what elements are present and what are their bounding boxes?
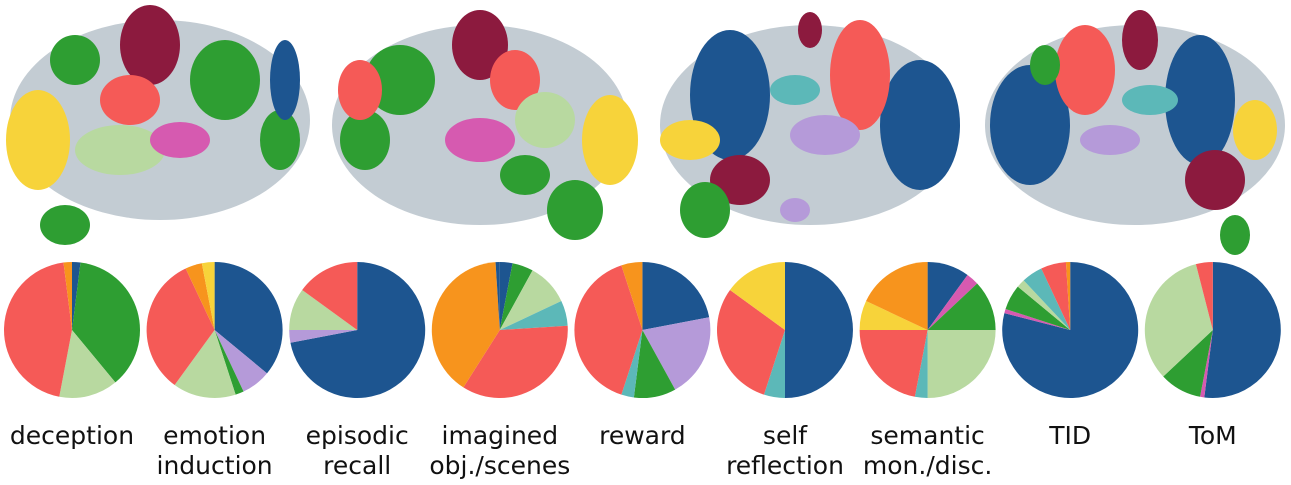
pie: [859, 262, 996, 398]
pie-slice: [716, 290, 785, 395]
pie-slice: [1004, 308, 1071, 330]
pie-label: self: [763, 421, 808, 450]
pie-label: induction: [157, 451, 273, 480]
pie: [431, 262, 568, 399]
pie-slice: [499, 263, 533, 330]
brain-lateral-left: [6, 5, 310, 245]
pie-slice: [927, 330, 996, 398]
pie-slice: [289, 290, 358, 330]
pie: [574, 262, 711, 398]
pie-slice: [63, 262, 72, 330]
pie: [4, 262, 141, 399]
pie-slice: [72, 262, 81, 330]
pie-slice: [463, 325, 568, 399]
pie-slice: [289, 330, 358, 343]
pie-slice: [290, 262, 426, 398]
pie-slice: [214, 330, 267, 392]
pie-label: imagined: [442, 421, 559, 450]
pie-slice: [1144, 264, 1213, 377]
pie-slice: [214, 262, 283, 374]
pie-slice: [633, 330, 676, 398]
pie-slice: [201, 262, 215, 330]
pie-slice: [59, 330, 116, 399]
pie-label: recall: [323, 451, 391, 480]
pie-label: emotion: [163, 421, 266, 450]
pie-slice: [431, 262, 500, 388]
pie-slice: [729, 262, 785, 330]
pie-slice: [621, 330, 643, 398]
pie: [716, 262, 853, 398]
pie-slice: [72, 262, 141, 383]
pie-slice: [302, 262, 358, 330]
pie-label: obj./scenes: [429, 451, 570, 480]
pie: [289, 262, 426, 398]
pie-slice: [1163, 330, 1213, 397]
pie-slice: [1005, 286, 1071, 330]
pie-slice: [495, 262, 500, 330]
pie: [146, 262, 283, 398]
pie-slice: [859, 330, 928, 397]
pie-slice: [574, 265, 643, 395]
pie-slice: [763, 330, 785, 398]
pie-slice: [499, 262, 513, 330]
pie-slice: [214, 330, 244, 395]
brain-medial-right: [985, 10, 1285, 255]
pie-slice: [642, 317, 711, 390]
pie-slice: [499, 301, 568, 330]
pie-slice: [866, 262, 928, 330]
pie-label: reflection: [726, 451, 844, 480]
pie-slice: [1017, 280, 1071, 330]
brain-medial-left: [660, 12, 960, 238]
brain-lateral-right: [332, 10, 638, 240]
pie: [1144, 262, 1281, 398]
pie-label: TID: [1048, 421, 1091, 450]
pie-slice: [1023, 268, 1071, 330]
pie-slice: [185, 263, 215, 330]
pie-label: reward: [599, 421, 686, 450]
pie-slice: [1065, 262, 1071, 330]
pie-label: deception: [10, 421, 134, 450]
pie-label: episodic: [306, 421, 409, 450]
pie-slice: [859, 301, 928, 330]
pie-label: mon./disc.: [863, 451, 992, 480]
pie-slice: [927, 283, 996, 330]
pie-label: semantic: [870, 421, 984, 450]
pie-label: ToM: [1188, 421, 1237, 450]
pie-slice: [621, 262, 643, 330]
pie-slice: [642, 262, 710, 330]
pie-slice: [499, 270, 562, 330]
pie-slice: [914, 330, 928, 398]
pie-slice: [1195, 262, 1213, 330]
pie-slice: [1204, 262, 1281, 398]
brain-images: [6, 5, 1285, 255]
pie-slice: [146, 268, 215, 386]
pie: [1002, 262, 1139, 398]
pie-slice: [1041, 262, 1071, 330]
pie-slice: [927, 274, 978, 330]
pie-slice: [4, 262, 72, 397]
pie-slice: [785, 262, 853, 398]
pie-slice: [174, 330, 236, 398]
pie-slice: [1200, 330, 1213, 398]
pie-slice: [927, 262, 968, 330]
